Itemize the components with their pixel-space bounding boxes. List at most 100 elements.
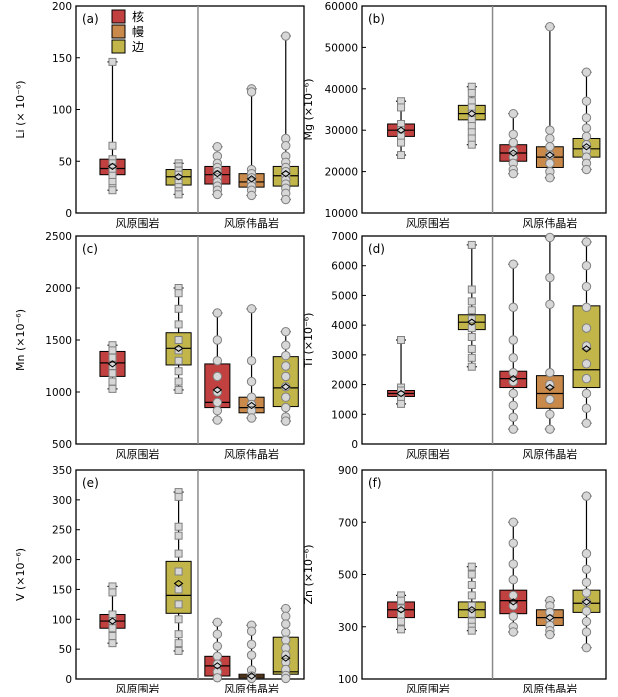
box-4 xyxy=(572,491,601,653)
box-2 xyxy=(204,142,231,200)
data-point xyxy=(508,168,518,179)
box-2 xyxy=(499,517,528,637)
data-point xyxy=(281,619,291,629)
y-axis-label: Li (× 10⁻⁶) xyxy=(14,80,27,138)
data-point xyxy=(508,129,518,140)
group-label-pegmatite: 风原伟晶岩 xyxy=(522,447,577,461)
box-3 xyxy=(535,22,564,183)
data-point xyxy=(281,141,291,151)
data-point xyxy=(467,333,476,342)
data-point xyxy=(281,635,291,645)
y-tick-label: 500 xyxy=(338,570,358,582)
data-point xyxy=(397,336,406,344)
data-point xyxy=(581,96,592,106)
box-4 xyxy=(572,67,601,175)
plot-frame xyxy=(361,235,607,445)
data-point xyxy=(174,646,183,655)
y-tick-label: 2500 xyxy=(45,231,72,243)
mean-marker xyxy=(545,613,555,622)
group-label-wallrock: 风原围岩 xyxy=(116,447,160,461)
box-4 xyxy=(272,603,299,684)
data-point xyxy=(281,392,291,402)
data-point xyxy=(108,377,117,386)
mean-marker xyxy=(107,162,118,171)
data-point xyxy=(581,67,592,77)
panel-label: (d) xyxy=(368,242,385,256)
data-point xyxy=(281,402,291,413)
data-point xyxy=(281,371,291,382)
data-point xyxy=(212,629,223,639)
data-point xyxy=(508,590,518,601)
group-label-pegmatite: 风原伟晶岩 xyxy=(522,682,577,693)
data-point xyxy=(246,413,257,423)
data-point xyxy=(174,522,183,531)
data-point xyxy=(281,673,291,684)
mean-marker xyxy=(508,375,519,383)
data-point xyxy=(108,346,117,355)
mean-marker xyxy=(396,126,406,134)
data-point xyxy=(108,369,117,378)
data-point xyxy=(246,356,257,366)
data-point xyxy=(108,610,117,619)
data-point xyxy=(581,577,592,588)
mean-marker xyxy=(212,170,223,178)
y-tick-label: 100 xyxy=(52,105,72,117)
data-point xyxy=(545,272,555,283)
y-tick-label: 10000 xyxy=(325,208,358,220)
mean-marker xyxy=(107,360,118,368)
data-point xyxy=(108,588,117,597)
group-label-wallrock: 风原围岩 xyxy=(116,682,160,693)
data-point xyxy=(212,673,223,683)
panel-label: (b) xyxy=(368,12,385,26)
mean-marker xyxy=(280,383,291,391)
y-axis-label: Mg (×10⁻⁶) xyxy=(302,79,315,141)
data-point xyxy=(545,409,555,419)
data-point xyxy=(397,596,406,605)
data-point xyxy=(545,142,555,152)
box-3 xyxy=(535,595,564,640)
data-point xyxy=(508,538,518,548)
data-point xyxy=(467,601,476,610)
data-point xyxy=(212,641,223,651)
mean-marker xyxy=(581,143,592,151)
legend-swatch xyxy=(111,9,126,24)
data-point xyxy=(508,400,518,411)
y-tick-label: 50 xyxy=(59,156,72,168)
panel-label: (a) xyxy=(82,12,99,26)
data-point xyxy=(281,627,291,638)
data-point xyxy=(281,340,291,350)
data-point xyxy=(174,289,183,298)
data-point xyxy=(545,629,555,640)
group-label-wallrock: 风原围岩 xyxy=(406,682,450,693)
data-point xyxy=(508,353,518,363)
data-point xyxy=(467,362,476,371)
group-label-pegmatite: 风原伟晶岩 xyxy=(522,216,577,230)
box-1 xyxy=(457,82,486,149)
data-point xyxy=(467,140,476,149)
legend-label: 幔 xyxy=(132,24,144,39)
group-label-pegmatite: 风原伟晶岩 xyxy=(224,447,279,461)
data-point xyxy=(281,603,291,614)
data-point xyxy=(174,385,183,394)
data-point xyxy=(108,186,117,195)
data-point xyxy=(581,164,592,175)
y-tick-label: 50 xyxy=(59,644,72,656)
data-point xyxy=(508,517,518,527)
data-point xyxy=(174,320,183,329)
data-point xyxy=(174,190,183,199)
data-point xyxy=(581,302,592,313)
data-point xyxy=(108,353,117,362)
mean-marker xyxy=(396,606,406,614)
data-point xyxy=(467,88,476,97)
y-tick-label: 1000 xyxy=(45,387,72,399)
box-3 xyxy=(535,232,564,434)
data-point xyxy=(281,350,291,361)
y-tick-label: 30000 xyxy=(325,125,358,137)
data-point xyxy=(545,394,555,405)
data-point xyxy=(508,424,518,434)
y-tick-label: 60000 xyxy=(325,1,358,13)
box-4 xyxy=(272,31,299,205)
y-tick-label: 100 xyxy=(52,614,72,626)
data-point xyxy=(397,151,406,160)
box-2 xyxy=(204,617,231,683)
